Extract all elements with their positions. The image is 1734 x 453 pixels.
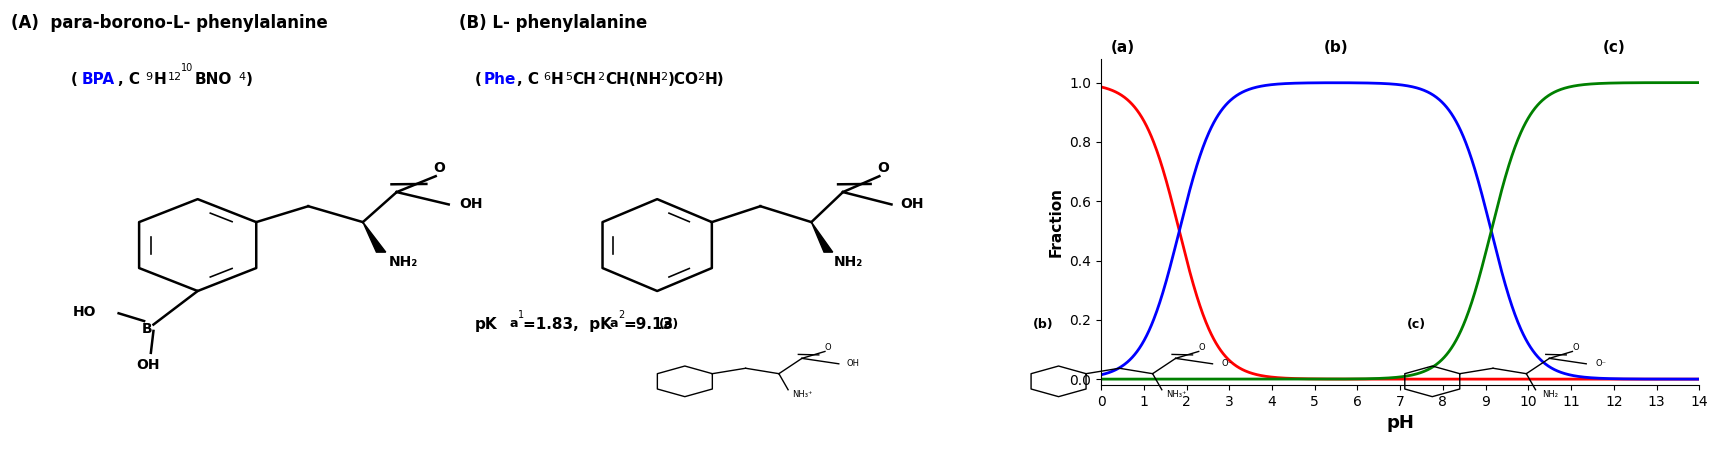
Text: Phe: Phe — [484, 72, 517, 87]
Text: CH: CH — [572, 72, 596, 87]
Text: (a): (a) — [659, 318, 680, 331]
Text: O: O — [1198, 343, 1205, 352]
Text: (c): (c) — [1408, 318, 1427, 331]
Text: O: O — [825, 343, 831, 352]
Text: (A)  para-borono-L- phenylalanine: (A) para-borono-L- phenylalanine — [10, 14, 328, 32]
Polygon shape — [362, 222, 385, 252]
Text: 12: 12 — [168, 72, 182, 82]
Text: 5: 5 — [565, 72, 572, 82]
Text: a: a — [610, 317, 617, 330]
Text: O: O — [1573, 343, 1578, 352]
Text: a: a — [510, 317, 517, 330]
Text: (b): (b) — [1033, 318, 1054, 331]
Text: NH₃⁺: NH₃⁺ — [792, 390, 813, 399]
Text: OH: OH — [137, 358, 160, 372]
Text: OH: OH — [900, 197, 924, 211]
Text: 10: 10 — [182, 63, 194, 73]
Text: 2: 2 — [598, 72, 605, 82]
X-axis label: pH: pH — [1385, 414, 1415, 432]
Text: H: H — [551, 72, 564, 87]
Text: NH₂: NH₂ — [834, 255, 864, 269]
Text: O⁻: O⁻ — [1221, 359, 1233, 368]
Text: BPA: BPA — [81, 72, 114, 87]
Text: 1: 1 — [518, 310, 524, 320]
Polygon shape — [812, 222, 832, 252]
Text: =9.13: =9.13 — [624, 317, 675, 332]
Text: , C: , C — [517, 72, 539, 87]
Text: pK: pK — [475, 317, 498, 332]
Text: O: O — [877, 161, 890, 175]
Text: )CO: )CO — [668, 72, 699, 87]
Text: B: B — [142, 322, 153, 336]
Text: O⁻: O⁻ — [1595, 359, 1606, 368]
Text: 2: 2 — [619, 310, 624, 320]
Text: NH₂: NH₂ — [388, 255, 418, 269]
Text: (B) L- phenylalanine: (B) L- phenylalanine — [460, 14, 647, 32]
Text: 6: 6 — [543, 72, 550, 82]
Text: (: ( — [71, 72, 78, 87]
Text: (b): (b) — [1323, 40, 1349, 55]
Text: ): ) — [246, 72, 253, 87]
Text: (a): (a) — [1110, 40, 1134, 55]
Text: 2: 2 — [697, 72, 704, 82]
Y-axis label: Fraction: Fraction — [1049, 187, 1065, 257]
Text: , C: , C — [118, 72, 140, 87]
Text: 2: 2 — [661, 72, 668, 82]
Text: HO: HO — [73, 304, 95, 318]
Text: CH(NH: CH(NH — [605, 72, 661, 87]
Text: OH: OH — [460, 197, 482, 211]
Text: NH₃⁺: NH₃⁺ — [1165, 390, 1186, 399]
Text: 9: 9 — [146, 72, 153, 82]
Text: BNO: BNO — [194, 72, 232, 87]
Text: H: H — [154, 72, 166, 87]
Text: (: ( — [475, 72, 482, 87]
Text: NH₂: NH₂ — [1542, 390, 1557, 399]
Text: =1.83,  pK: =1.83, pK — [524, 317, 612, 332]
Text: O: O — [434, 161, 446, 175]
Text: H): H) — [704, 72, 725, 87]
Text: (c): (c) — [1602, 40, 1625, 55]
Text: OH: OH — [846, 359, 860, 368]
Text: 4: 4 — [238, 72, 244, 82]
